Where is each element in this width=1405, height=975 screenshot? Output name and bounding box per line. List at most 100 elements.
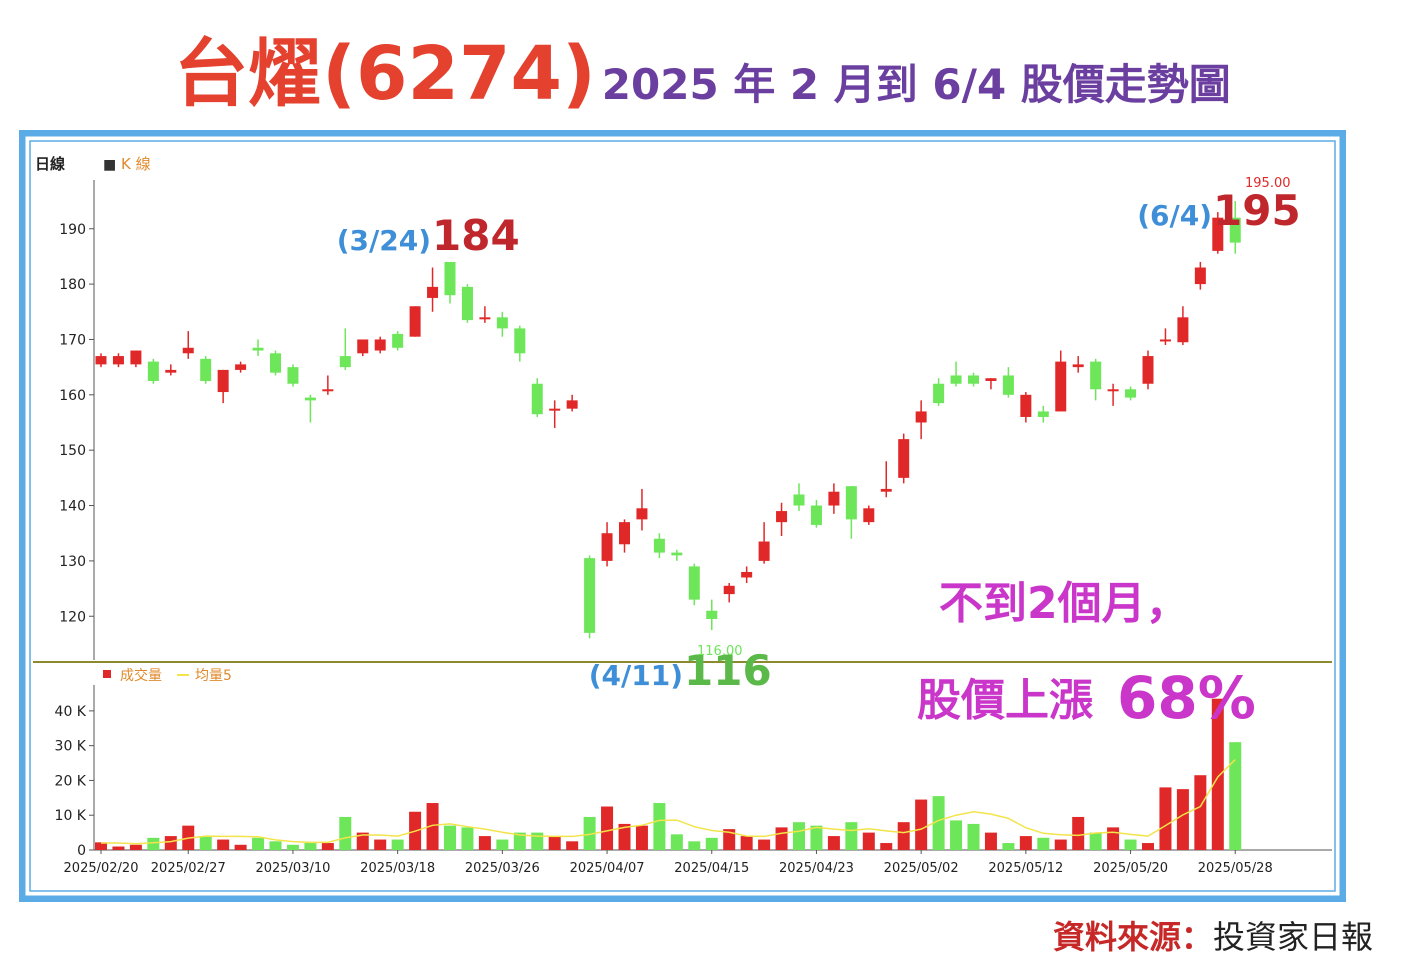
- volume-tick-label: 10 K: [55, 808, 87, 824]
- candle-body: [427, 286, 439, 298]
- candle-body: [1020, 394, 1032, 417]
- volume-bar: [950, 820, 963, 850]
- volume-bar: [426, 803, 439, 850]
- volume-bar: [932, 796, 945, 850]
- chart-frame: 日線 ■ K 線 120 130 140 150 160 170 180 190 成交量 均量5 0 10 …: [19, 130, 1346, 902]
- page-title: 台燿(6274) 2025 年 2 月到 6/4 股價走勢圖: [0, 14, 1405, 117]
- date-tick-label: 2025/03/10: [255, 861, 330, 876]
- candle-body: [531, 383, 543, 415]
- volume-bar: [670, 834, 683, 850]
- legend-volume-marker: [103, 670, 111, 678]
- candle-body: [444, 261, 456, 296]
- candle-body: [270, 353, 281, 373]
- volume-bar: [234, 844, 247, 850]
- volume-bar: [845, 822, 858, 850]
- candle-body: [793, 494, 805, 506]
- volume-bar: [880, 843, 893, 850]
- candle-body: [252, 347, 264, 351]
- candle-body: [1107, 389, 1119, 392]
- candle-body: [985, 378, 997, 381]
- candle-body: [200, 358, 212, 381]
- date-tick-label: 2025/05/28: [1198, 861, 1273, 876]
- candle-body: [741, 571, 753, 578]
- volume-bar: [635, 825, 648, 850]
- candle-body: [112, 356, 124, 365]
- candle-body: [165, 369, 177, 373]
- price-tick-label: 170: [59, 332, 86, 348]
- date-tick-label: 2025/04/07: [570, 861, 645, 876]
- volume-bar: [252, 837, 265, 850]
- price-tick-label: 130: [59, 554, 86, 570]
- volume-bar: [705, 837, 718, 850]
- candle-body: [147, 361, 159, 381]
- candle-body: [1055, 361, 1067, 412]
- volume-bar: [740, 836, 753, 850]
- source-value: 投資家日報: [1212, 918, 1373, 956]
- volume-bar: [286, 844, 299, 850]
- volume-bar: [758, 839, 771, 850]
- volume-bar: [199, 836, 212, 850]
- candle-body: [950, 375, 962, 384]
- volume-bar: [391, 839, 404, 850]
- candle-body: [1229, 217, 1241, 243]
- date-tick-label: 2025/05/02: [884, 861, 959, 876]
- candle-body: [723, 585, 735, 595]
- candle-body: [322, 389, 334, 392]
- volume-bar: [1142, 843, 1154, 850]
- source-note: 資料來源：投資家日報: [1053, 912, 1373, 958]
- volume-bar: [653, 803, 666, 850]
- candle-body: [217, 369, 229, 393]
- annotation-high2-mark: 195.00: [1245, 176, 1291, 191]
- candle-body: [636, 508, 648, 520]
- candle-body: [1072, 364, 1084, 368]
- title-subtitle: 2025 年 2 月到 6/4 股價走勢圖: [601, 60, 1231, 109]
- volume-bar: [321, 843, 334, 850]
- date-tick-label: 2025/02/20: [64, 861, 139, 876]
- candle-body: [653, 538, 665, 553]
- candle-body: [933, 383, 945, 404]
- volume-bar: [217, 839, 230, 850]
- volume-bar: [618, 823, 631, 850]
- volume-bar: [531, 832, 544, 850]
- candle-body: [549, 408, 561, 411]
- candle-body: [235, 364, 247, 370]
- candle-body: [1177, 317, 1189, 343]
- price-tick-label: 120: [59, 609, 86, 625]
- candle-body: [619, 522, 630, 545]
- candle-body: [409, 306, 421, 337]
- date-tick-label: 2025/04/23: [779, 861, 854, 876]
- candle-body: [828, 491, 840, 506]
- volume-bar: [147, 837, 160, 850]
- price-tick-label: 180: [59, 277, 86, 293]
- candle-body: [810, 505, 822, 525]
- candle-body: [130, 350, 142, 365]
- candle-body: [287, 367, 299, 384]
- volume-bar: [566, 841, 579, 850]
- volume-bar: [513, 832, 526, 850]
- date-tick-label: 2025/03/26: [465, 861, 540, 876]
- candle-body: [514, 328, 526, 354]
- volume-bar: [374, 839, 387, 850]
- candle-body: [339, 356, 351, 368]
- candle-body: [584, 558, 596, 633]
- candle-body: [706, 610, 718, 620]
- ma5-volume-line: [101, 759, 1236, 845]
- volume-bar: [915, 799, 928, 850]
- volume-bar: [304, 843, 317, 850]
- candle-body: [479, 317, 491, 320]
- candle-body: [566, 400, 578, 409]
- candle-body: [1090, 361, 1102, 390]
- candle-body: [880, 488, 892, 492]
- volume-bar: [339, 816, 352, 850]
- title-stock-name: 台燿(6274): [174, 31, 596, 117]
- volume-bar: [1107, 827, 1120, 850]
- volume-bar: [496, 839, 509, 850]
- volume-tick-label: 20 K: [55, 773, 87, 789]
- candle-body: [357, 339, 369, 354]
- annotation-high2-price: 195: [1213, 186, 1301, 235]
- date-tick-label: 2025/03/18: [360, 861, 435, 876]
- candle-body: [1142, 356, 1154, 384]
- volume-bar: [1194, 775, 1207, 850]
- candle-body: [863, 508, 875, 523]
- volume-bar: [1054, 839, 1067, 850]
